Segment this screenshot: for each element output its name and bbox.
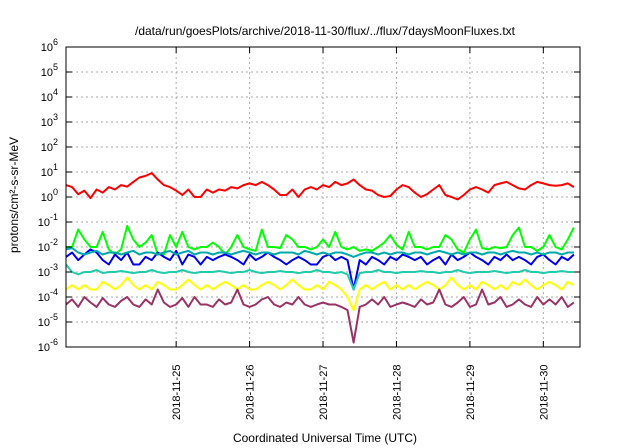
x-axis-label: Coordinated Universal Time (UTC) [233, 431, 417, 445]
y-tick-label: 10-1 [38, 212, 58, 229]
series-line-4 [65, 263, 574, 291]
x-tick-label: 2018-11-28 [391, 365, 403, 420]
axes: 10-6 10-5 10-4 10-3 10-2 10-1 100 101 102 103 104 1… [38, 37, 581, 420]
x-tick-label: 2018-11-30 [538, 365, 550, 420]
y-tick-label: 104 [41, 87, 58, 104]
y-tick-label: 101 [41, 162, 58, 179]
y-tick-label: 10-3 [38, 262, 58, 279]
y-tick-label: 106 [41, 37, 58, 54]
y-tick-label: 10-6 [38, 337, 58, 354]
chart-title: /data/run/goesPlots/archive/2018-11-30/f… [135, 24, 516, 38]
x-tick-label: 2018-11-26 [245, 365, 257, 420]
y-tick-label: 103 [41, 112, 58, 129]
y-tick-label: 10-4 [38, 287, 58, 304]
y-tick-label: 10-5 [38, 312, 58, 329]
x-tick-label: 2018-11-25 [171, 365, 183, 420]
x-tick-label: 2018-11-27 [318, 365, 330, 420]
y-axis-label: protons/cm²-s-sr-MeV [7, 137, 21, 253]
series-line-5 [65, 276, 575, 312]
series-line-6 [65, 288, 575, 344]
series-line-2 [65, 248, 575, 291]
series-line-0 [65, 172, 575, 201]
y-tick-label: 10-2 [38, 237, 58, 254]
y-tick-label: 102 [41, 137, 58, 154]
series-line-3 [65, 247, 574, 258]
plot-area [65, 172, 575, 344]
grid-lines [66, 47, 580, 347]
y-tick-label: 105 [41, 62, 58, 79]
series-line-1 [66, 224, 575, 256]
plot-frame [65, 46, 581, 348]
x-tick-label: 2018-11-29 [465, 365, 477, 420]
y-tick-label: 100 [41, 187, 58, 204]
